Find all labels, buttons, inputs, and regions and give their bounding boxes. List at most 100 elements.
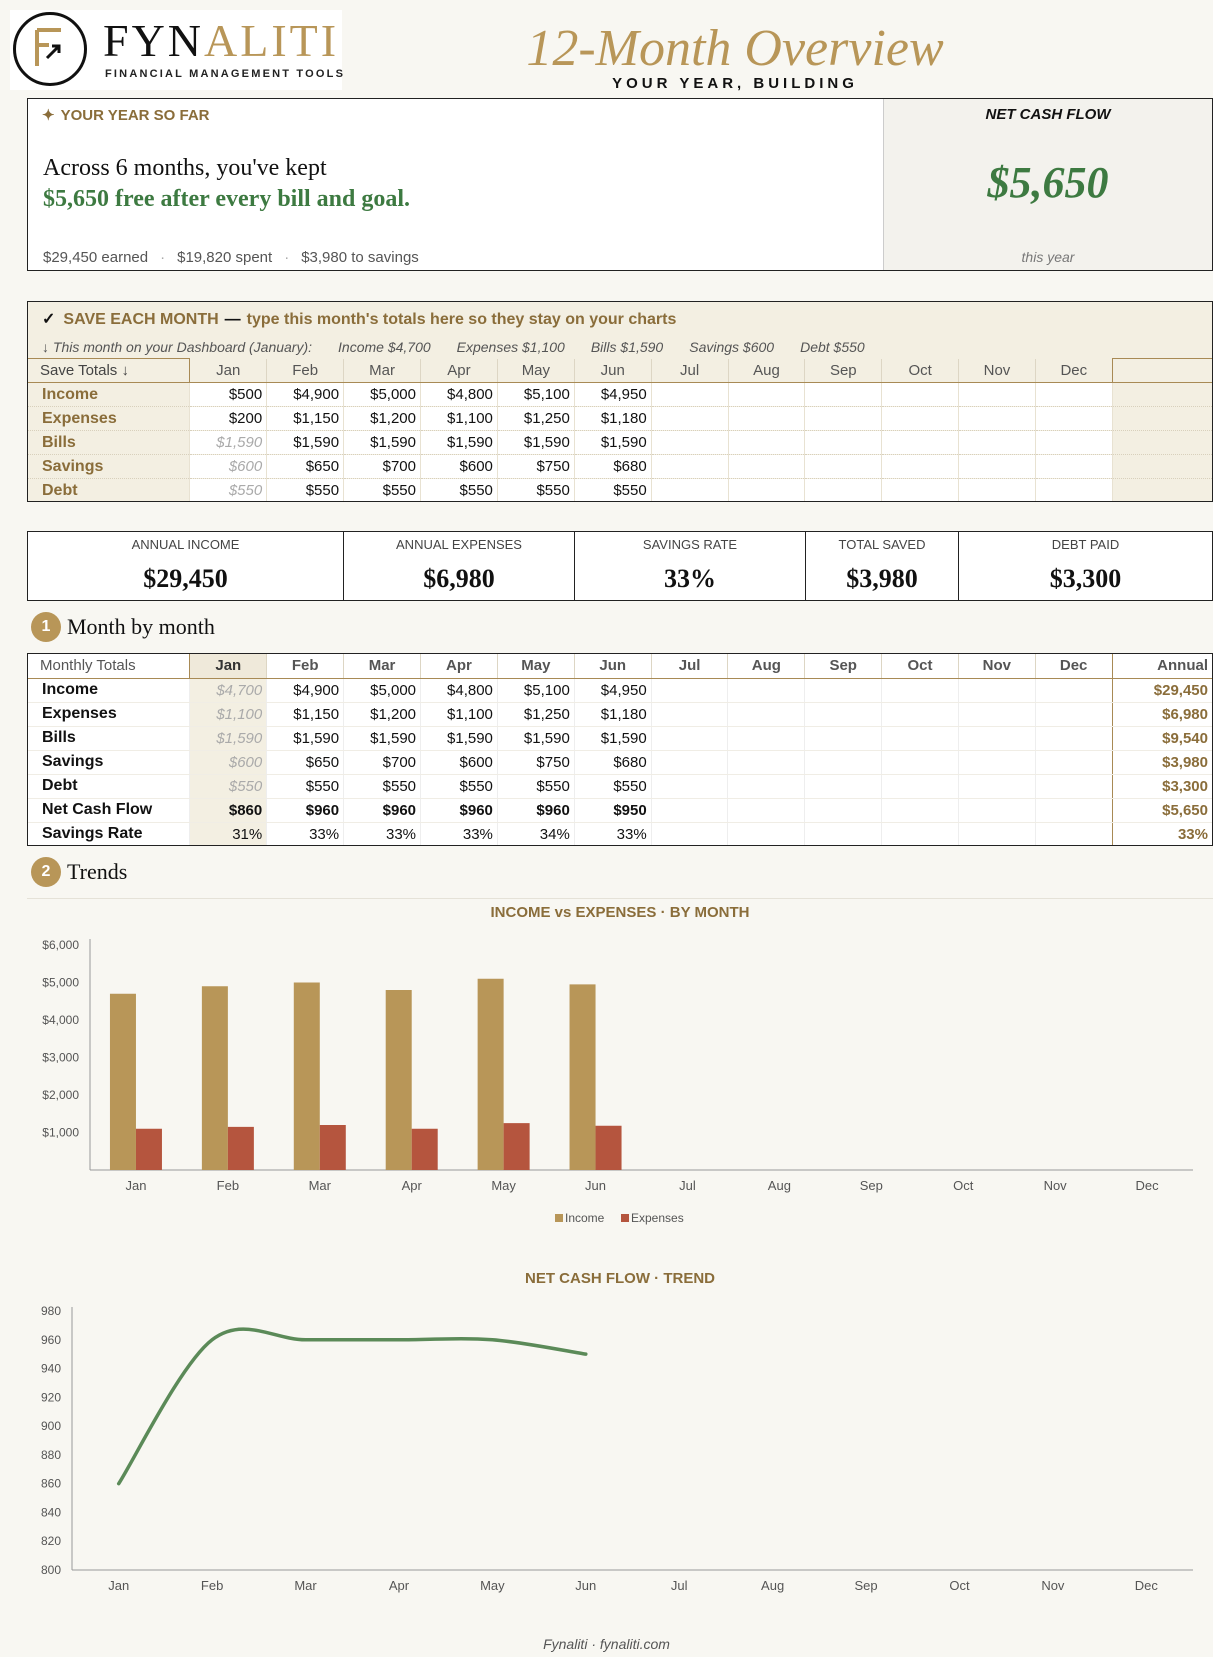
y-tick-label: 940 <box>41 1362 61 1376</box>
save-row-savings: Savings $600 $650 $700 $600 $750 $680 <box>28 454 1212 479</box>
value-cell <box>804 726 882 751</box>
value-cell <box>650 726 728 751</box>
save-input-cell[interactable] <box>881 382 959 407</box>
save-input-cell[interactable]: $4,800 <box>420 382 498 407</box>
save-input-cell[interactable]: $1,590 <box>420 430 498 455</box>
value-cell <box>957 702 1036 727</box>
value-cell: $960 <box>420 798 498 823</box>
save-input-cell[interactable] <box>958 430 1036 455</box>
footer-url[interactable]: fynaliti.com <box>599 1636 670 1652</box>
save-input-cell[interactable]: $1,590 <box>343 430 421 455</box>
annual-header: Annual <box>1111 654 1212 679</box>
save-input-cell[interactable]: $1,590 <box>573 430 652 455</box>
annual-value-cell: $9,540 <box>1111 726 1212 751</box>
save-input-cell[interactable] <box>727 382 805 407</box>
month-header-nov: Nov <box>958 358 1036 383</box>
value-cell: $650 <box>266 750 344 775</box>
row-label: Expenses <box>28 406 190 431</box>
save-input-cell[interactable] <box>881 430 959 455</box>
month-header-feb: Feb <box>266 358 344 383</box>
save-input-cell[interactable]: $5,000 <box>343 382 421 407</box>
save-input-cell[interactable]: $1,590 <box>496 430 575 455</box>
value-cell <box>804 798 882 823</box>
save-input-cell[interactable]: $750 <box>496 454 575 479</box>
section-title: Month by month <box>67 614 215 639</box>
save-input-cell[interactable]: $550 <box>343 478 421 501</box>
row-label: Income <box>28 678 190 703</box>
save-input-cell[interactable] <box>804 430 882 455</box>
value-cell: 34% <box>496 822 575 845</box>
monthly-row-debt: Debt $550 $550 $550 $550 $550 $550 $3,300 <box>28 774 1212 799</box>
save-input-cell[interactable] <box>1034 406 1113 431</box>
month-header-aug: Aug <box>727 654 805 679</box>
save-input-cell[interactable]: $600 <box>189 454 267 479</box>
save-input-cell[interactable]: $1,590 <box>189 430 267 455</box>
save-input-cell[interactable] <box>804 406 882 431</box>
save-input-cell[interactable]: $550 <box>266 478 344 501</box>
value-cell: $550 <box>496 774 575 799</box>
x-tick-label: Feb <box>217 1178 239 1193</box>
save-input-cell[interactable]: $650 <box>266 454 344 479</box>
row-label: Savings <box>28 750 190 775</box>
value-cell <box>1034 798 1113 823</box>
bar-income-feb <box>201 986 228 1170</box>
save-input-cell[interactable] <box>881 454 959 479</box>
save-input-cell[interactable] <box>958 454 1036 479</box>
save-input-cell[interactable]: $550 <box>573 478 652 501</box>
save-input-cell[interactable]: $550 <box>496 478 575 501</box>
save-input-cell[interactable]: $700 <box>343 454 421 479</box>
save-input-cell[interactable] <box>1034 430 1113 455</box>
month-header-oct: Oct <box>881 654 959 679</box>
save-input-cell[interactable]: $500 <box>189 382 267 407</box>
save-input-cell[interactable]: $600 <box>420 454 498 479</box>
annual-value-cell: 33% <box>1111 822 1212 845</box>
save-input-cell[interactable] <box>804 382 882 407</box>
save-input-cell[interactable] <box>958 406 1036 431</box>
save-input-cell[interactable] <box>650 430 729 455</box>
save-input-cell[interactable]: $200 <box>189 406 267 431</box>
kpi-row: ANNUAL INCOME $29,450 ANNUAL EXPENSES $6,9… <box>27 531 1213 601</box>
x-tick-label: Mar <box>309 1178 332 1193</box>
save-input-cell[interactable] <box>650 454 729 479</box>
value-cell: $550 <box>343 774 421 799</box>
save-input-cell[interactable]: $1,250 <box>496 406 575 431</box>
save-input-cell[interactable]: $680 <box>573 454 652 479</box>
save-input-cell[interactable] <box>727 454 805 479</box>
save-input-cell[interactable]: $1,200 <box>343 406 421 431</box>
save-input-cell[interactable] <box>881 478 959 501</box>
value-cell <box>650 774 728 799</box>
bar-income-mar <box>293 982 320 1170</box>
value-cell <box>957 774 1036 799</box>
save-input-cell[interactable] <box>1034 454 1113 479</box>
save-input-cell[interactable] <box>958 478 1036 501</box>
row-label: Income <box>28 382 190 407</box>
save-input-cell[interactable] <box>804 478 882 501</box>
save-input-cell[interactable] <box>727 406 805 431</box>
save-input-cell[interactable]: $4,900 <box>266 382 344 407</box>
save-input-cell[interactable] <box>650 382 729 407</box>
value-cell <box>957 678 1036 703</box>
save-input-cell[interactable] <box>881 406 959 431</box>
value-cell: $860 <box>189 798 267 823</box>
save-input-cell[interactable] <box>1034 382 1113 407</box>
month-header-nov: Nov <box>957 654 1036 679</box>
row-label: Savings Rate <box>28 822 190 845</box>
save-input-cell[interactable]: $1,150 <box>266 406 344 431</box>
summary-line-2: $5,650 free after every bill and goal. <box>43 186 411 212</box>
net-cash-flow-card: NET CASH FLOW $5,650 this year <box>883 99 1212 270</box>
save-input-cell[interactable]: $550 <box>420 478 498 501</box>
save-input-cell[interactable] <box>958 382 1036 407</box>
save-input-cell[interactable]: $1,590 <box>266 430 344 455</box>
save-input-cell[interactable] <box>804 454 882 479</box>
save-input-cell[interactable] <box>727 478 805 501</box>
savings-total: $3,980 to savings <box>301 249 419 266</box>
save-input-cell[interactable] <box>727 430 805 455</box>
save-input-cell[interactable]: $1,180 <box>573 406 652 431</box>
save-input-cell[interactable]: $4,950 <box>573 382 652 407</box>
save-input-cell[interactable] <box>650 478 729 501</box>
save-input-cell[interactable]: $5,100 <box>496 382 575 407</box>
save-input-cell[interactable] <box>650 406 729 431</box>
save-input-cell[interactable] <box>1034 478 1113 501</box>
save-input-cell[interactable]: $1,100 <box>420 406 498 431</box>
save-input-cell[interactable]: $550 <box>189 478 267 501</box>
